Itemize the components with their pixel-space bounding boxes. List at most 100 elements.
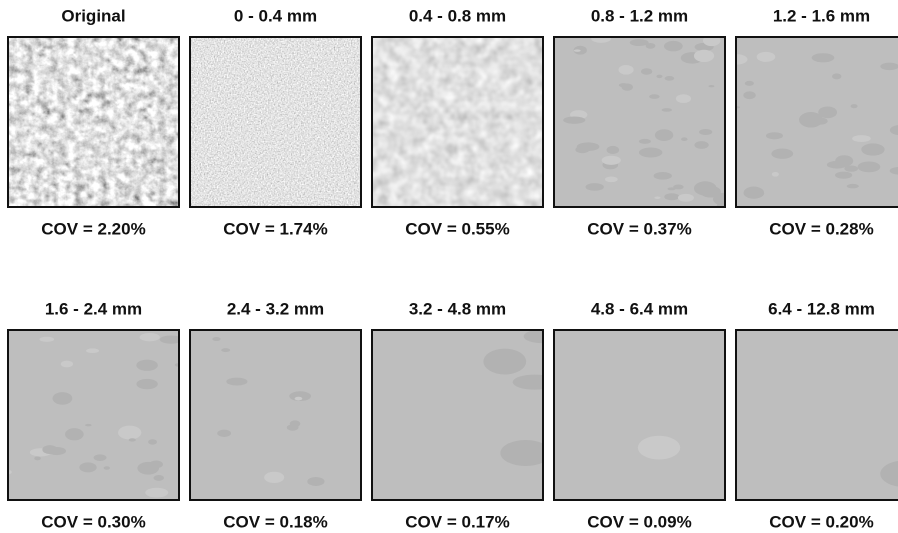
blob <box>513 375 557 390</box>
blob <box>619 83 628 87</box>
blob <box>607 146 620 154</box>
panel-title: 0.4 - 0.8 mm <box>409 6 506 25</box>
blob <box>681 137 687 141</box>
blob <box>772 172 779 177</box>
blob <box>34 456 41 460</box>
blob <box>639 139 651 144</box>
panel-title: 0 - 0.4 mm <box>234 6 317 25</box>
blob <box>694 50 714 62</box>
blob <box>575 146 589 153</box>
blob <box>591 35 611 43</box>
blob <box>86 348 99 353</box>
blob <box>880 63 898 70</box>
panel-title: Original <box>61 6 125 25</box>
blob <box>639 148 662 158</box>
blob <box>140 333 160 341</box>
blob <box>832 73 841 79</box>
blob <box>641 68 652 75</box>
texture <box>554 330 725 500</box>
blob <box>175 363 181 366</box>
blob <box>264 472 284 483</box>
blob <box>844 165 858 171</box>
blob <box>39 337 54 342</box>
cov-label: COV = 0.09% <box>587 512 691 531</box>
blob <box>654 197 660 199</box>
blob <box>61 361 73 368</box>
cov-label: COV = 0.37% <box>587 219 691 238</box>
blob <box>85 424 92 426</box>
figure: OriginalCOV = 2.20%0 - 0.4 mmCOV = 1.74%… <box>0 0 898 533</box>
panel-image <box>5 330 183 500</box>
blob <box>818 106 837 118</box>
blob <box>851 104 858 108</box>
blob <box>137 462 159 475</box>
blob <box>708 85 714 87</box>
texture <box>736 330 898 500</box>
blob <box>700 186 721 198</box>
blob <box>136 360 158 371</box>
blob <box>118 426 141 440</box>
blob <box>771 149 793 159</box>
panel-title: 2.4 - 3.2 mm <box>227 299 324 318</box>
cov-label: COV = 0.30% <box>41 512 145 531</box>
cov-label: COV = 1.74% <box>223 219 327 238</box>
panel-image <box>190 37 361 207</box>
blob <box>602 156 621 165</box>
panel-title: 3.2 - 4.8 mm <box>409 299 506 318</box>
panel-title: 6.4 - 12.8 mm <box>768 299 875 318</box>
blob <box>673 185 683 190</box>
panel-image <box>190 330 361 500</box>
blob <box>656 75 662 78</box>
body: OriginalCOV = 2.20%0 - 0.4 mmCOV = 1.74%… <box>0 0 898 533</box>
blob <box>153 475 164 481</box>
blob <box>307 477 324 486</box>
cov-label: COV = 0.55% <box>405 219 509 238</box>
blob <box>861 143 884 155</box>
blob <box>145 488 168 498</box>
blob <box>217 430 231 437</box>
blob <box>664 41 683 52</box>
blobs <box>638 436 680 460</box>
blob <box>649 94 660 99</box>
panel-image <box>372 37 543 207</box>
blob <box>664 193 679 200</box>
blob <box>104 466 110 469</box>
blob <box>605 176 618 182</box>
blob <box>745 81 754 86</box>
panel-title: 1.2 - 1.6 mm <box>773 6 870 25</box>
blob <box>847 184 859 188</box>
blob <box>655 129 673 141</box>
panel-image <box>372 330 561 500</box>
texture <box>8 330 179 500</box>
texture <box>190 37 361 207</box>
blob <box>129 438 136 441</box>
blob <box>212 337 220 341</box>
blob <box>42 445 57 454</box>
blob <box>665 76 675 81</box>
blob <box>757 52 776 62</box>
cov-label: COV = 0.28% <box>769 219 873 238</box>
blob <box>678 194 694 202</box>
panel-image <box>554 35 735 209</box>
blob <box>734 106 740 108</box>
blob <box>563 116 585 123</box>
blob <box>827 161 848 169</box>
blob <box>852 135 871 142</box>
blob <box>574 49 581 51</box>
blob <box>676 94 691 103</box>
page: {"panels": [ {"title": "Original", "cov"… <box>0 0 898 533</box>
blob <box>94 454 107 461</box>
blob <box>136 379 157 389</box>
panel-image <box>725 37 898 207</box>
blob <box>79 462 96 472</box>
texture <box>8 37 179 207</box>
blob <box>638 436 680 460</box>
blob <box>630 39 649 46</box>
blob <box>226 378 247 386</box>
blob <box>287 424 299 430</box>
blob <box>65 428 84 440</box>
blob <box>148 439 157 444</box>
blob <box>744 188 764 198</box>
blob <box>221 348 230 352</box>
blob <box>53 392 73 405</box>
